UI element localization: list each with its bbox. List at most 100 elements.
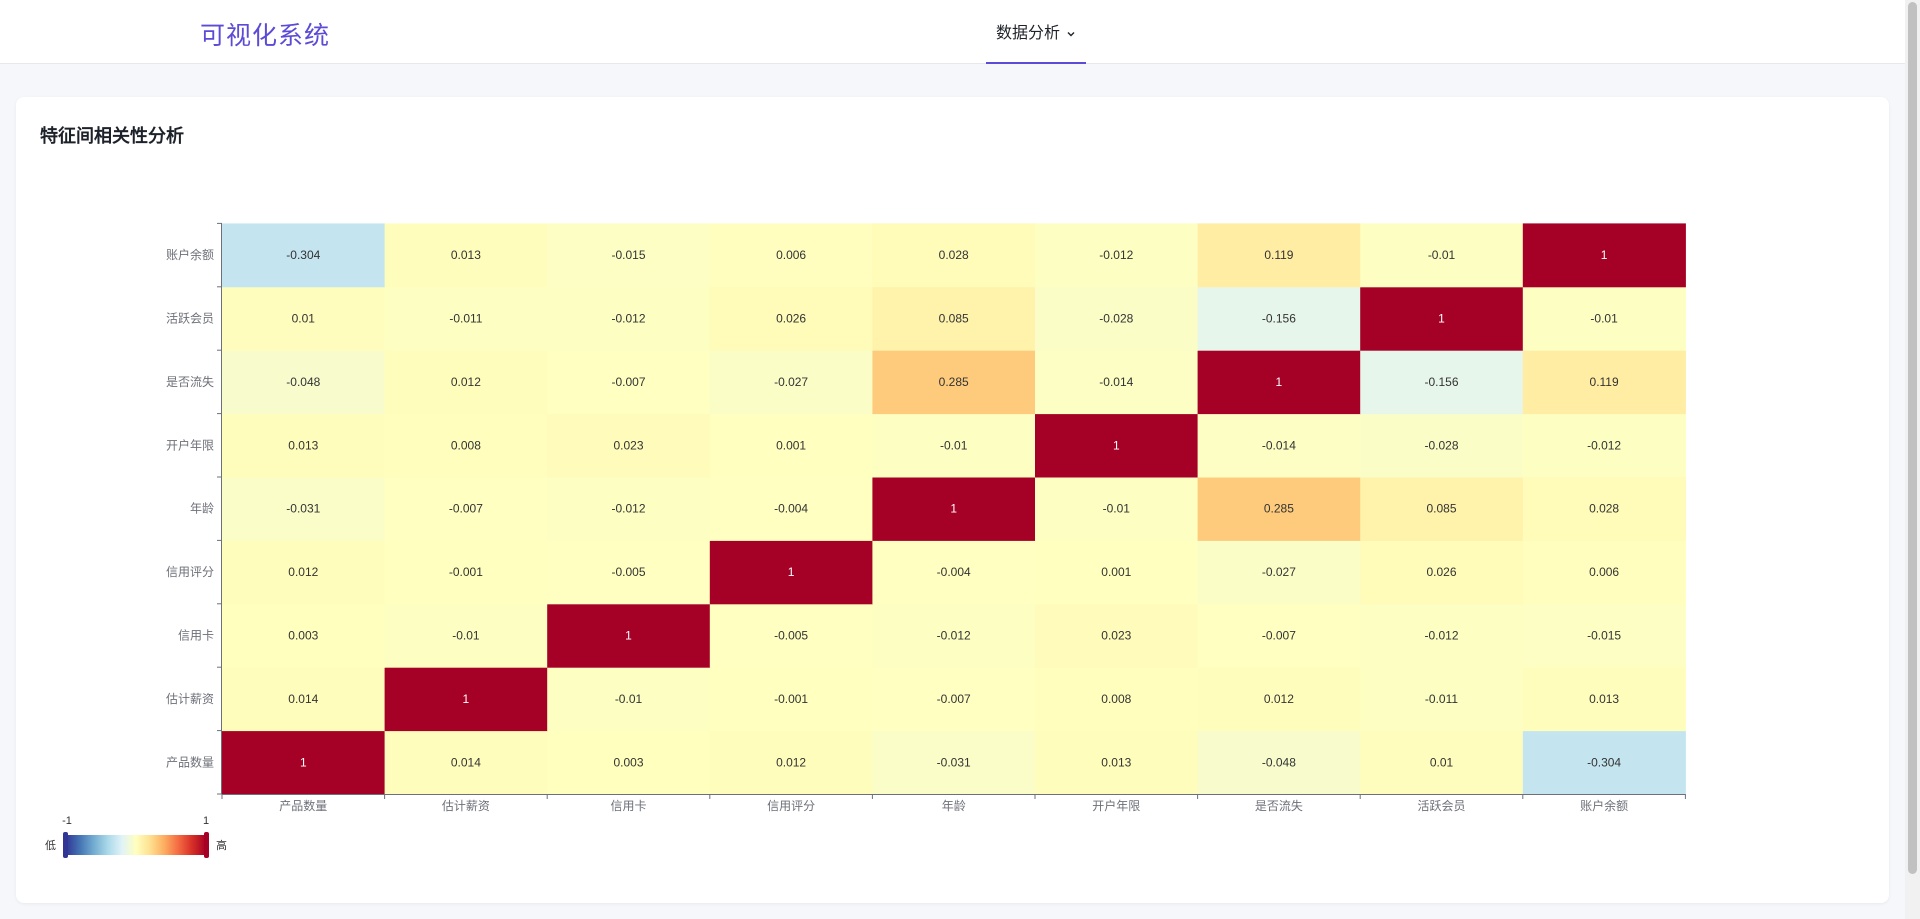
heatmap-cell[interactable] [547,286,711,351]
cell-value-label: -0.004 [937,565,971,579]
heatmap-cell[interactable] [384,730,548,795]
heatmap-cell[interactable] [222,603,386,668]
heatmap-cell[interactable] [1035,667,1199,732]
heatmap-cell[interactable] [1360,223,1524,288]
heatmap-cell[interactable] [872,730,1036,795]
visual-map-bar[interactable] [66,835,206,855]
visual-map-max-handle[interactable] [204,832,209,858]
heatmap-cell[interactable] [384,667,548,732]
x-axis-tick-label: 信用评分 [767,799,815,813]
heatmap-cell[interactable] [384,223,548,288]
heatmap-cell[interactable] [1197,350,1361,415]
y-axis-tick-label: 信用评分 [166,565,214,579]
scrollbar-thumb[interactable] [1908,2,1917,874]
cell-value-label: -0.01 [940,438,968,452]
heatmap-cell[interactable] [1360,730,1524,795]
top-navbar: 可视化系统 数据分析 [0,0,1905,64]
heatmap-cell[interactable] [1197,540,1361,605]
heatmap-cell[interactable] [709,603,873,668]
heatmap-cell[interactable] [1360,477,1524,541]
heatmap-cell[interactable] [1360,350,1524,415]
heatmap-cell[interactable] [384,350,548,415]
heatmap-cell[interactable] [222,540,386,605]
heatmap-cell[interactable] [709,413,873,478]
heatmap-cell[interactable] [709,286,873,351]
heatmap-cell[interactable] [1035,413,1199,478]
nav-menu-data-analysis[interactable]: 数据分析 [986,0,1086,64]
heatmap-cell[interactable] [872,603,1036,668]
heatmap-cell[interactable] [547,540,711,605]
cell-value-label: -0.005 [611,565,645,579]
heatmap-cell[interactable] [872,350,1036,415]
heatmap-cell[interactable] [1035,477,1199,541]
heatmap-cell[interactable] [547,667,711,732]
heatmap-cell[interactable] [1035,730,1199,795]
heatmap-cell[interactable] [222,477,386,541]
heatmap-cell[interactable] [872,223,1036,288]
x-axis-tick-label: 开户年限 [1092,798,1140,813]
heatmap-cell[interactable] [222,667,386,732]
heatmap-cell[interactable] [1522,667,1686,732]
heatmap-cell[interactable] [547,223,711,288]
heatmap-cell[interactable] [1522,540,1686,605]
heatmap-cell[interactable] [1360,667,1524,732]
heatmap-cell[interactable] [1197,477,1361,541]
heatmap-cell[interactable] [1522,350,1686,415]
heatmap-cell[interactable] [872,477,1036,541]
heatmap-cell[interactable] [547,350,711,415]
heatmap-cell[interactable] [547,477,711,541]
heatmap-cell[interactable] [709,350,873,415]
heatmap-cell[interactable] [1522,223,1686,288]
heatmap-cell[interactable] [547,603,711,668]
heatmap-cell[interactable] [709,540,873,605]
heatmap-cell[interactable] [222,413,386,478]
heatmap-cell[interactable] [384,286,548,351]
heatmap-cell[interactable] [872,413,1036,478]
visual-map-min-handle[interactable] [63,832,68,858]
heatmap-cell[interactable] [1360,540,1524,605]
cell-value-label: -0.048 [1262,755,1296,769]
heatmap-cell[interactable] [1522,603,1686,668]
heatmap-cell[interactable] [222,730,386,795]
heatmap-cell[interactable] [709,477,873,541]
heatmap-cell[interactable] [384,477,548,541]
heatmap-cell[interactable] [1522,413,1686,478]
heatmap-cell[interactable] [1197,286,1361,351]
heatmap-cell[interactable] [1360,413,1524,478]
heatmap-cell[interactable] [384,603,548,668]
heatmap-cell[interactable] [1522,286,1686,351]
heatmap-cell[interactable] [709,730,873,795]
heatmap-cell[interactable] [1035,286,1199,351]
heatmap-cell[interactable] [709,223,873,288]
heatmap-cell[interactable] [547,413,711,478]
heatmap-cell[interactable] [1035,223,1199,288]
heatmap-cell[interactable] [872,667,1036,732]
x-axis-tick-label: 是否流失 [1255,798,1303,813]
heatmap-cell[interactable] [384,540,548,605]
heatmap-cell[interactable] [384,413,548,478]
heatmap-cell[interactable] [1197,223,1361,288]
heatmap-cell[interactable] [1522,730,1686,795]
heatmap-cell[interactable] [709,667,873,732]
heatmap-cell[interactable] [222,286,386,351]
heatmap-cell[interactable] [547,730,711,795]
heatmap-cell[interactable] [1360,603,1524,668]
cell-value-label: 0.119 [1264,248,1293,262]
heatmap-cell[interactable] [1197,730,1361,795]
heatmap-cell[interactable] [222,350,386,415]
cell-value-label: 1 [1601,248,1608,262]
heatmap-cell[interactable] [1035,350,1199,415]
heatmap-cell[interactable] [222,223,386,288]
heatmap-cell[interactable] [1197,667,1361,732]
heatmap-cell[interactable] [1522,477,1686,541]
cell-value-label: -0.012 [937,629,971,643]
heatmap-cell[interactable] [1197,413,1361,478]
heatmap-cell[interactable] [872,540,1036,605]
heatmap-cell[interactable] [1197,603,1361,668]
heatmap-cell[interactable] [872,286,1036,351]
heatmap-cell[interactable] [1035,540,1199,605]
vertical-scrollbar[interactable] [1905,0,1920,919]
heatmap-cell[interactable] [1360,286,1524,351]
heatmap-cell[interactable] [1035,603,1199,668]
y-axis-tick-label: 估计薪资 [166,692,214,706]
